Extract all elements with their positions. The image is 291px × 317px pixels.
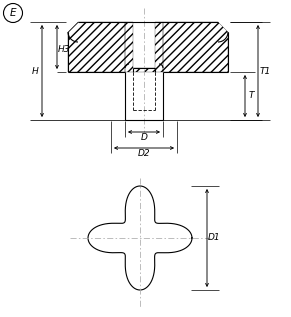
Text: H: H xyxy=(32,67,38,75)
Text: D2: D2 xyxy=(138,149,150,158)
Text: H3: H3 xyxy=(58,46,70,55)
Text: E: E xyxy=(10,8,16,18)
Text: D: D xyxy=(141,133,148,142)
Text: D1: D1 xyxy=(208,234,220,243)
Text: T: T xyxy=(248,92,254,100)
Text: T1: T1 xyxy=(259,67,271,75)
